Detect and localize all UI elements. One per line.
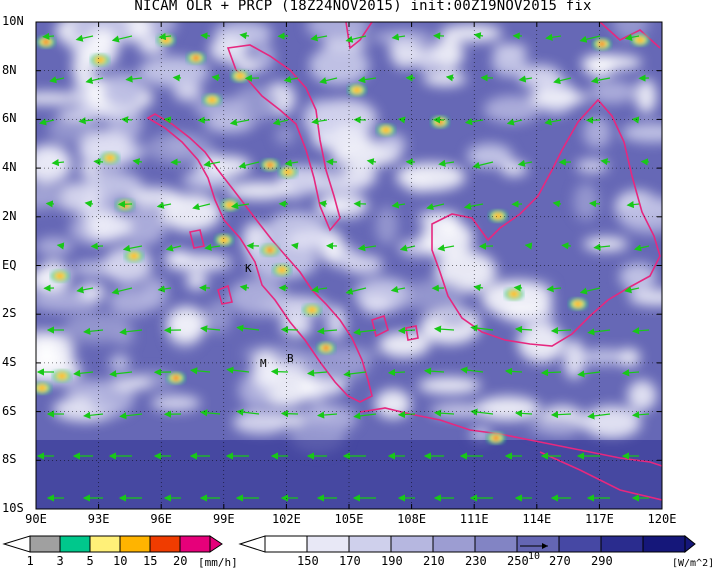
belitung-island <box>405 325 419 341</box>
precip-cells <box>36 34 649 444</box>
lon-tick-label: 111E <box>459 512 489 526</box>
lat-tick-label: 6S <box>2 403 17 418</box>
reference-vector <box>520 543 548 549</box>
lat-tick-label: 10S <box>2 501 24 515</box>
olr-legend-tick: 190 <box>381 554 403 568</box>
precip-legend-tick: 3 <box>56 554 64 568</box>
lon-tick-label: 102E <box>271 512 301 526</box>
olr-legend <box>238 534 696 554</box>
kalimantan-south <box>539 451 662 501</box>
precip-legend <box>2 535 223 553</box>
olr-legend-tick: 250 <box>507 554 529 568</box>
tick-marks <box>35 21 663 510</box>
olr-legend-tick: 150 <box>297 554 319 568</box>
lon-tick-label: 117E <box>584 512 614 526</box>
lat-tick-label: 8S <box>2 452 17 467</box>
lat-tick-label: 10N <box>2 14 24 28</box>
precip-legend-tick: 5 <box>86 554 94 568</box>
lon-tick-label: 108E <box>397 512 427 526</box>
lat-tick-label: 2N <box>2 208 17 223</box>
lat-tick-label: 4S <box>2 354 17 369</box>
wind-vectors <box>36 32 650 502</box>
station-label-b: B <box>287 352 294 365</box>
station-label-k: K <box>245 262 252 275</box>
precip-legend-tick: 1 <box>26 554 34 568</box>
station-label-m: M <box>260 357 267 370</box>
lon-tick-label: 114E <box>522 512 552 526</box>
indochina-coast <box>345 22 373 50</box>
malay-peninsula-coast <box>226 44 341 232</box>
lon-tick-label: 96E <box>150 512 173 526</box>
lon-tick-label: 93E <box>87 512 110 526</box>
nias-island <box>189 229 205 249</box>
reference-vector-label: 10 <box>528 551 541 562</box>
lat-tick-label: 4N <box>2 160 17 175</box>
precip-legend-unit: [mm/h] <box>198 556 238 569</box>
precip-legend-tick: 20 <box>173 554 188 568</box>
olr-legend-tick: 170 <box>339 554 361 568</box>
figure-title: NICAM OLR + PRCP (18Z24NOV2015) init:00Z… <box>134 0 592 14</box>
sumatra-coast <box>146 113 373 403</box>
lat-tick-label: 6N <box>2 111 17 126</box>
olr-legend-tick: 230 <box>465 554 487 568</box>
lat-tick-label: 8N <box>2 62 17 77</box>
grid-lines <box>36 22 662 509</box>
olr-legend-tick: 290 <box>591 554 613 568</box>
olr-legend-unit: [W/m^2] <box>672 558 715 569</box>
siberut-island <box>217 284 233 305</box>
lon-tick-label: 90E <box>25 512 47 526</box>
lon-tick-label: 105E <box>334 512 364 526</box>
precip-legend-tick: 15 <box>143 554 158 568</box>
olr-legend-tick: 270 <box>549 554 571 568</box>
lat-tick-label: EQ <box>2 257 17 272</box>
lon-tick-label: 120E <box>647 512 677 526</box>
lat-tick-label: 2S <box>2 306 17 321</box>
lon-tick-label: 99E <box>212 512 235 526</box>
olr-legend-tick: 210 <box>423 554 445 568</box>
precip-legend-tick: 10 <box>113 554 128 568</box>
borneo-coast <box>431 98 661 347</box>
olr-field <box>36 22 662 509</box>
